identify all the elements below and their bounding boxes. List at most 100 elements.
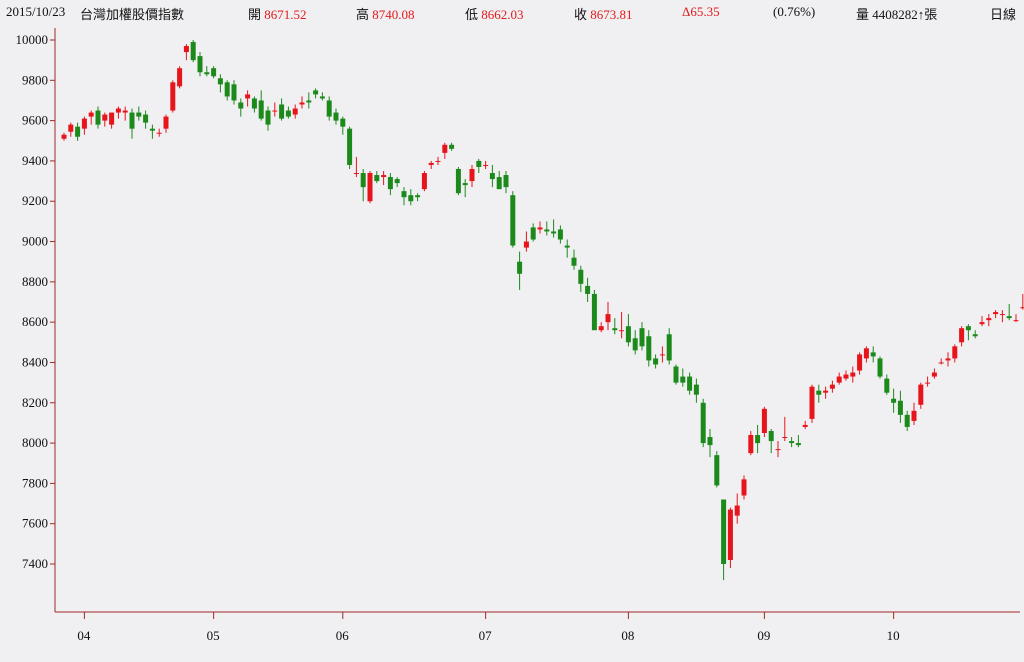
- candle-body: [251, 98, 257, 109]
- candle-body: [646, 336, 652, 361]
- candle-body: [816, 390, 822, 395]
- y-tick-label: 7600: [22, 516, 48, 531]
- candle-body: [435, 160, 441, 162]
- candle-body: [809, 386, 815, 419]
- close-label: 收: [574, 7, 588, 22]
- candle-body: [605, 314, 611, 323]
- candle-body: [299, 102, 305, 105]
- candle-body: [993, 312, 999, 315]
- close-price: 收 8673.81: [574, 4, 633, 23]
- period-selector[interactable]: 日線: [990, 7, 1017, 22]
- candle-body: [938, 362, 944, 364]
- candle-body: [911, 410, 917, 421]
- candle-body: [442, 144, 448, 153]
- candle-body: [585, 285, 591, 294]
- candle-body: [530, 227, 536, 240]
- candle-body: [360, 173, 366, 188]
- candle-body: [625, 326, 631, 343]
- low-value: 8662.03: [481, 7, 524, 22]
- candle-body: [707, 437, 713, 446]
- volume-unit: 張: [924, 7, 938, 22]
- candle-body: [795, 443, 801, 446]
- high-label: 高: [356, 7, 370, 22]
- candle-body: [149, 128, 155, 131]
- candle-body: [122, 110, 128, 113]
- candle-body: [659, 354, 665, 356]
- candle-body: [428, 162, 434, 165]
- candle-body: [632, 338, 638, 351]
- candle-body: [306, 100, 312, 103]
- candle-body: [959, 328, 965, 343]
- candle-body: [870, 352, 876, 357]
- y-tick-label: 8600: [22, 314, 48, 329]
- candle-body: [775, 449, 781, 451]
- price-change: Δ65.35: [682, 4, 720, 19]
- close-value: 8673.81: [590, 7, 633, 22]
- candle-body: [102, 114, 108, 121]
- candle-body: [721, 499, 727, 564]
- candle-body: [129, 112, 135, 129]
- candle-body: [843, 374, 849, 379]
- candle-body: [836, 376, 842, 383]
- candle-body: [945, 358, 951, 361]
- candle-body: [687, 376, 693, 391]
- candle-body: [734, 505, 740, 516]
- volume-label: 量: [856, 7, 870, 22]
- candle-body: [319, 96, 325, 99]
- candle-body: [272, 110, 278, 112]
- candle-body: [394, 179, 400, 184]
- candle-body: [598, 326, 604, 331]
- candle-body: [761, 408, 767, 433]
- candle-body: [156, 132, 162, 134]
- candle-body: [850, 372, 856, 377]
- candle-body: [925, 382, 931, 384]
- candle-body: [789, 441, 795, 444]
- candle-body: [931, 372, 937, 377]
- candle-body: [639, 328, 645, 347]
- candle-body: [952, 346, 958, 359]
- candle-body: [782, 437, 788, 439]
- candle-body: [279, 104, 285, 119]
- candle-body: [177, 68, 183, 87]
- quote-date: 2015/10/23: [6, 4, 66, 19]
- x-tick-label: 07: [479, 628, 493, 643]
- candle-body: [190, 42, 196, 61]
- candle-body: [999, 314, 1005, 316]
- candle-body: [619, 330, 625, 332]
- x-tick-label: 05: [207, 628, 220, 643]
- candle-body: [557, 229, 563, 240]
- candle-body: [578, 269, 584, 284]
- candle-body: [979, 322, 985, 325]
- high-value: 8740.08: [372, 7, 415, 22]
- price-change-pct: (0.76%): [773, 4, 816, 19]
- candle-body: [748, 435, 754, 454]
- candle-body: [823, 390, 829, 393]
- x-tick-label: 04: [77, 628, 91, 643]
- candle-body: [204, 72, 210, 75]
- index-title: 台灣加權股價指數: [80, 7, 185, 22]
- candle-body: [313, 90, 319, 95]
- candle-body: [455, 168, 461, 194]
- open-label: 開: [248, 7, 262, 22]
- candle-body: [326, 100, 332, 117]
- candle-body: [374, 175, 380, 182]
- volume-value: 4408282: [872, 7, 918, 22]
- candle-body: [965, 326, 971, 331]
- candle-body: [333, 112, 339, 121]
- quote-header: 2015/10/23 台灣加權股價指數 開 8671.52 高 8740.08 …: [0, 0, 1024, 26]
- candle-body: [265, 110, 271, 125]
- candle-body: [258, 100, 264, 119]
- candle-body: [727, 509, 733, 560]
- high-price: 高 8740.08: [356, 4, 415, 23]
- y-tick-label: 9200: [22, 193, 48, 208]
- candle-body: [183, 46, 189, 53]
- volume-up-arrow-icon: ↑: [917, 7, 925, 22]
- candle-body: [476, 160, 482, 167]
- candle-body: [517, 261, 523, 274]
- candle-body: [285, 110, 291, 117]
- y-tick-label: 9800: [22, 72, 48, 87]
- candle-body: [1006, 316, 1012, 319]
- candle-body: [143, 114, 149, 123]
- candle-body: [483, 164, 489, 166]
